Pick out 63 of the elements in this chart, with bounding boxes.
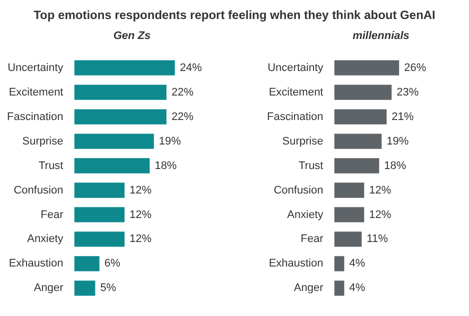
bar [74,232,125,247]
bar [334,84,392,100]
y-tick-label: Exhaustion [268,258,324,270]
bar [74,207,125,222]
data-label: 4% [349,258,366,270]
y-tick-label: Confusion [14,184,64,196]
bar [334,134,382,149]
y-tick-label: Anxiety [27,233,64,246]
y-tick-label: Excitement [268,86,324,98]
y-tick-label: Surprise [282,135,324,148]
y-tick-label: Fear [300,233,324,246]
bar [74,280,96,296]
y-tick-label: Uncertainty [268,62,324,74]
data-label: 12% [130,208,152,221]
data-label: 18% [154,160,177,172]
chart-subtitle: millennials [352,29,410,44]
data-label: 26% [404,62,426,74]
data-label: 5% [100,282,116,294]
bar [74,109,166,124]
y-tick-label: Fascination [6,110,64,123]
bar [74,256,100,272]
data-label: 19% [158,135,182,148]
data-label: 19% [386,135,409,148]
y-tick-label: Anxiety [287,208,324,221]
y-tick-label: Excitement [8,86,64,98]
bar [74,134,154,149]
bar [74,60,175,76]
data-label: 22% [171,110,194,123]
bar [334,60,400,76]
data-label: 12% [130,233,152,246]
data-label: 23% [396,86,419,98]
chart-subtitle: Gen Zs [112,29,152,44]
data-label: 18% [384,160,406,172]
bar [334,207,364,222]
bar [74,158,150,174]
y-tick-label: Surprise [22,135,64,148]
data-label: 22% [171,86,194,98]
text: Top emotions respondents report feeling when they think about GenAI [32,7,436,24]
data-label: 21% [392,110,414,123]
bar [334,232,362,247]
y-tick-label: Fascination [266,110,324,123]
y-tick-label: Anger [294,282,324,294]
data-label: 12% [130,184,152,196]
bar [334,256,344,272]
data-label: 12% [369,208,392,221]
bar [334,158,380,174]
y-tick-label: Exhaustion [8,258,64,270]
bar [334,182,364,198]
data-label: 6% [104,258,121,270]
bar [74,182,125,198]
data-label: 11% [366,233,388,246]
y-tick-label: Fear [40,208,64,221]
y-tick-label: Trust [38,160,64,172]
bar [74,84,166,100]
bar [334,280,344,296]
bar [334,109,387,124]
y-tick-label: Uncertainty [8,62,64,74]
data-label: 12% [369,184,392,196]
y-tick-label: Confusion [274,184,324,196]
data-label: 4% [349,282,366,294]
y-tick-label: Anger [34,282,64,294]
data-label: 24% [180,62,202,74]
y-tick-label: Trust [298,160,324,172]
